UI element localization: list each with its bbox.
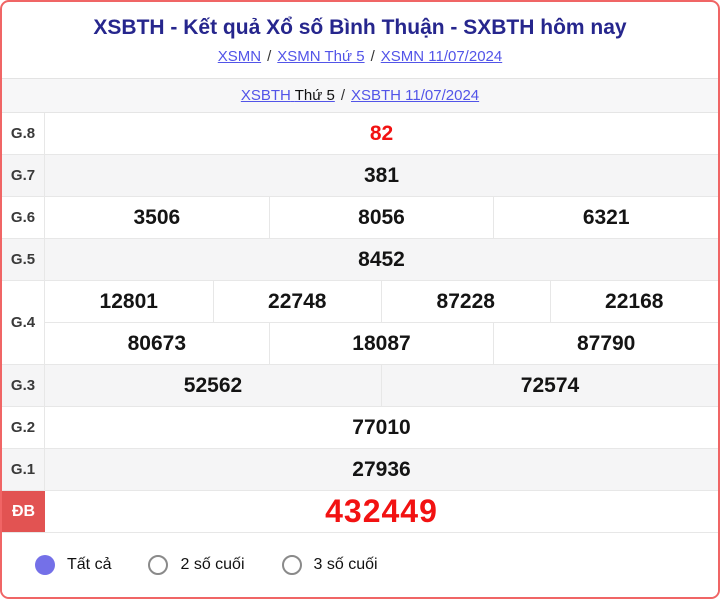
prize-number: 22748 (212, 281, 382, 322)
result-row-g7: G.7 381 (2, 155, 718, 197)
prize-number: 77010 (352, 415, 411, 439)
radio-icon[interactable] (281, 555, 302, 575)
prize-label-g3: G.3 (2, 365, 45, 406)
prize-number: 432449 (325, 493, 438, 529)
prize-cells: 77010 (45, 407, 718, 448)
prize-label-g4: G.4 (2, 281, 45, 364)
filter-options: Tất cả 2 số cuối 3 số cuối (2, 533, 718, 597)
radio-icon[interactable] (148, 555, 169, 575)
prize-label-g7: G.7 (2, 155, 45, 196)
filter-option-label: Tất cả (67, 556, 112, 573)
result-row-db: ĐB 432449 (2, 491, 718, 533)
prize-subrow: 12801 22748 87228 22168 (45, 281, 718, 322)
result-row-g4: G.4 12801 22748 87228 22168 80673 18087 87790 (2, 281, 718, 365)
breadcrumb-separator: / (340, 86, 345, 104)
result-row-g1: G.1 27936 (2, 449, 718, 491)
breadcrumb-primary: XSMN / XSMN Thứ 5 / XSMN 11/07/2024 (2, 48, 718, 66)
prize-cells: 432449 (45, 491, 718, 532)
radio-icon-selected[interactable] (35, 555, 55, 575)
breadcrumb-link-xsmn-date[interactable]: XSMN 11/07/2024 (380, 48, 503, 66)
breadcrumb-link-xsbth-date[interactable]: XSBTH 11/07/2024 (351, 86, 480, 104)
page-title: XSBTH - Kết quả Xổ số Bình Thuận - SXBTH… (93, 16, 627, 39)
prize-number: 12801 (99, 289, 158, 313)
prize-number: 87228 (381, 281, 550, 322)
result-row-g6: G.6 3506 8056 6321 (2, 197, 718, 239)
prize-number: 8056 (268, 197, 494, 238)
prize-subrows: 12801 22748 87228 22168 80673 18087 87790 (45, 281, 718, 364)
breadcrumb-link-xsmn-thu5[interactable]: XSMN Thứ 5 (277, 48, 365, 66)
breadcrumb-separator: / (267, 48, 272, 66)
prize-label-g1: G.1 (2, 449, 45, 490)
header: XSBTH - Kết quả Xổ số Bình Thuận - SXBTH… (2, 2, 718, 78)
sub-header-band: XSBTH Thứ 5 / XSBTH 11/07/2024 (2, 78, 718, 112)
breadcrumb-secondary: XSBTH Thứ 5 / XSBTH 11/07/2024 (241, 87, 479, 105)
prize-cells: 381 (45, 155, 718, 196)
prize-cells: 27936 (45, 449, 718, 490)
prize-number: 8452 (358, 247, 405, 271)
breadcrumb-separator: / (370, 48, 375, 66)
prize-number: 52562 (183, 373, 243, 397)
breadcrumb-link-part-dark: Thứ 5 (294, 86, 335, 104)
prize-label-g5: G.5 (2, 239, 45, 280)
result-row-g2: G.2 77010 (2, 407, 718, 449)
filter-option-all[interactable]: Tất cả (35, 555, 111, 575)
prize-cells: 8452 (45, 239, 718, 280)
prize-number: 6321 (493, 197, 718, 238)
prize-label-g2: G.2 (2, 407, 45, 448)
prize-cells: 3506 8056 6321 (45, 197, 718, 238)
prize-number: 72574 (381, 365, 718, 406)
prize-label-db: ĐB (2, 491, 45, 532)
results-table: G.8 82 G.7 381 G.6 3506 8056 6321 G.5 8452 G.4 1280… (2, 112, 718, 533)
prize-number: 80673 (127, 331, 187, 355)
prize-label-g8: G.8 (2, 113, 45, 154)
prize-number: 87790 (493, 323, 718, 364)
filter-option-last-2[interactable]: 2 số cuối (148, 555, 245, 575)
prize-number: 3506 (133, 205, 181, 229)
prize-number: 381 (363, 163, 400, 187)
breadcrumb-link-part: XSBTH (240, 86, 291, 104)
breadcrumb-link-xsbth-thu5[interactable]: XSBTH Thứ 5 (241, 87, 335, 104)
prize-number: 27936 (352, 457, 411, 481)
result-row-g5: G.5 8452 (2, 239, 718, 281)
prize-cells: 52562 72574 (45, 365, 718, 406)
filter-option-last-3[interactable]: 3 số cuối (281, 555, 378, 575)
prize-label-g6: G.6 (2, 197, 45, 238)
prize-number: 18087 (268, 323, 494, 364)
result-row-g8: G.8 82 (2, 113, 718, 155)
prize-cells: 82 (45, 113, 718, 154)
prize-number: 22168 (549, 281, 719, 322)
result-row-g3: G.3 52562 72574 (2, 365, 718, 407)
filter-option-label: 3 số cuối (313, 556, 378, 573)
prize-number: 82 (369, 121, 394, 145)
prize-subrow: 80673 18087 87790 (45, 322, 718, 364)
filter-option-label: 2 số cuối (180, 556, 245, 573)
breadcrumb-link-xsmn[interactable]: XSMN (217, 48, 262, 66)
